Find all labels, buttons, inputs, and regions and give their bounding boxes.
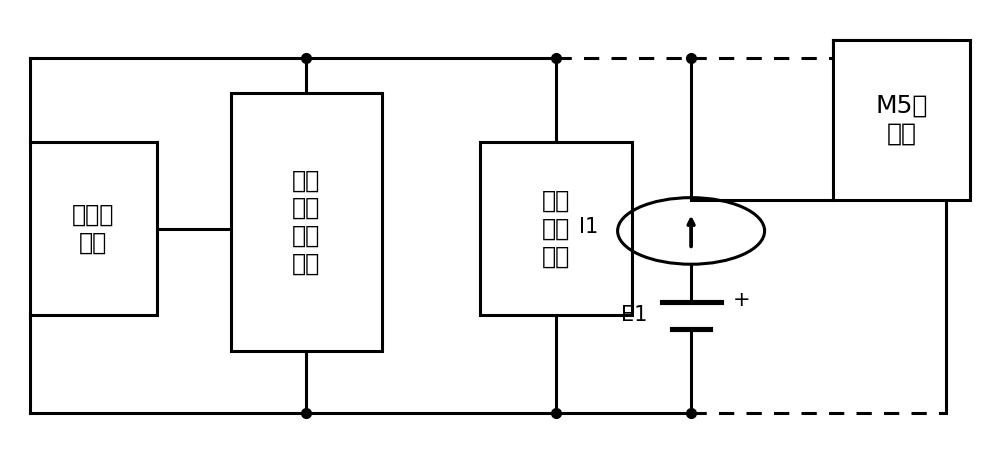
- Bar: [480, 142, 632, 315]
- Bar: [30, 142, 157, 315]
- Bar: [230, 93, 382, 351]
- Text: 偏置
电压
模块: 偏置 电压 模块: [542, 189, 570, 269]
- Text: 压电传
感器: 压电传 感器: [72, 203, 114, 255]
- Bar: [833, 40, 970, 200]
- Text: +: +: [732, 290, 750, 310]
- Text: E1: E1: [621, 305, 647, 325]
- Text: M5连
接器: M5连 接器: [876, 94, 928, 146]
- Text: 信号
变换
调理
模块: 信号 变换 调理 模块: [292, 169, 321, 276]
- Text: I1: I1: [579, 217, 598, 236]
